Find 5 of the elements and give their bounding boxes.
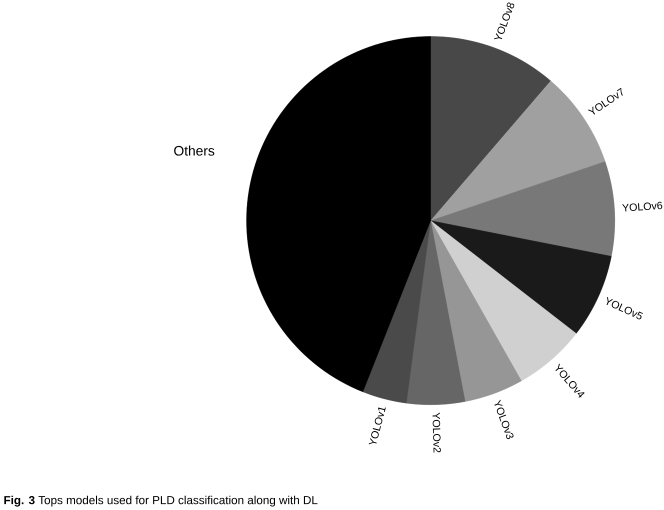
text: Fig. 3 Tops models used for PLD classification along with DL	[4, 496, 318, 507]
slice-label: YOLOv2	[432, 412, 441, 452]
slice-label: Others	[174, 145, 214, 156]
slice-label: YOLOv6	[622, 202, 662, 212]
slice-label: YOLOv1	[368, 407, 386, 444]
